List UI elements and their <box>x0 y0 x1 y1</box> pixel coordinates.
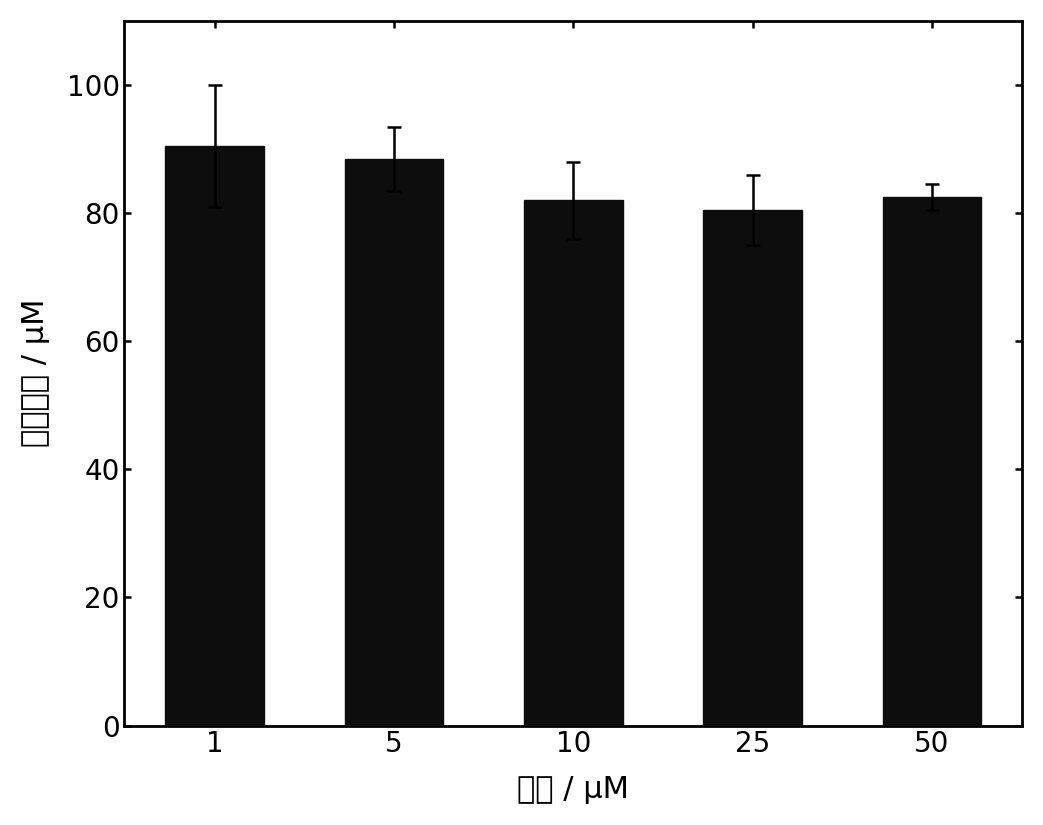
Y-axis label: 细胞活性 / μM: 细胞活性 / μM <box>21 299 50 447</box>
X-axis label: 浓度 / μM: 浓度 / μM <box>517 776 629 804</box>
Bar <box>165 146 264 726</box>
Bar <box>524 200 623 726</box>
Bar <box>344 158 443 726</box>
Bar <box>703 210 802 726</box>
Bar <box>882 197 981 726</box>
